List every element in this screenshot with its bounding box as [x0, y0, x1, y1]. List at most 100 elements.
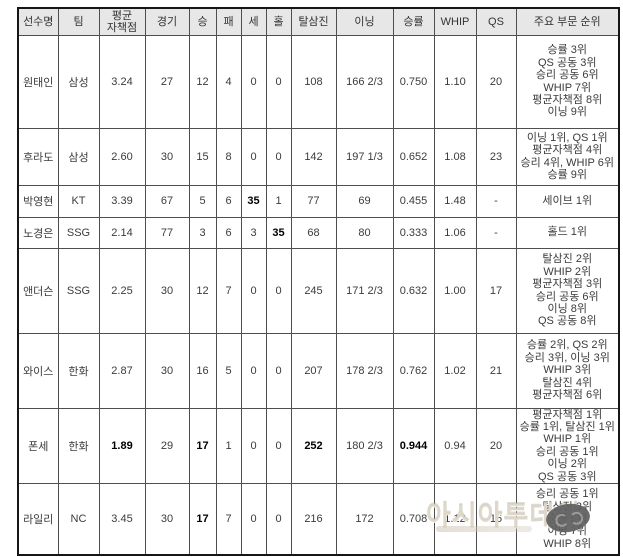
cell-wins: 16 — [188, 332, 217, 409]
cell-win_rate: 0.632 — [392, 247, 435, 334]
column-header-wins: 승 — [188, 7, 217, 36]
ranking-line: 승리 공동 6위 — [535, 290, 599, 303]
cell-innings: 69 — [335, 184, 394, 218]
cell-win_rate: 0.750 — [392, 34, 435, 129]
cell-qs: - — [475, 184, 517, 218]
cell-qs: 16 — [475, 482, 517, 556]
cell-win_rate: 0.708 — [392, 482, 435, 556]
table-row: 박영현 KT 3.39 67 5 6 35 1 77 69 0.455 1.48- 세이브 1위 — [17, 184, 620, 218]
cell-games: 67 — [144, 184, 190, 218]
column-header-games: 경기 — [144, 7, 190, 36]
cell-name: 와이스 — [17, 332, 59, 409]
cell-team: 한화 — [57, 407, 100, 484]
cell-losses: 4 — [215, 34, 242, 129]
cell-saves: 0 — [240, 332, 267, 409]
ranking-line: 승률 2위, QS 2위 — [526, 339, 608, 352]
ranking-line: 홀드 1위 — [547, 226, 588, 239]
cell-holds: 0 — [265, 247, 292, 334]
cell-wins: 17 — [188, 482, 217, 556]
cell-qs: - — [475, 216, 517, 249]
cell-era: 3.45 — [98, 482, 146, 556]
header-row: 선수명 팀 평균 자책점 경기 승 패 세 홀 탈삼진 이닝 승률 WHIP QS 주요 부문 순위 — [17, 7, 620, 36]
cell-team: KT — [57, 184, 100, 218]
cell-strikeouts: 77 — [290, 184, 337, 218]
ranking-line: 평균자책점 4위 — [532, 144, 603, 157]
cell-holds: 0 — [265, 482, 292, 556]
ranking-line: 승률 1위, 탈삼진 1위 — [519, 420, 615, 433]
cell-wins: 3 — [188, 216, 217, 249]
cell-era: 2.60 — [98, 127, 146, 186]
table-row: 앤더슨 SSG 2.25 30 12 7 0 0 245 171 2/3 0.632 1.00 17 탈삼… — [17, 247, 620, 334]
cell-saves: 0 — [240, 482, 267, 556]
cell-losses: 5 — [215, 332, 242, 409]
ranking-line: 승률 9위 — [547, 168, 588, 181]
cell-strikeouts: 142 — [290, 127, 337, 186]
cell-win_rate: 0.333 — [392, 216, 435, 249]
column-header-strikeouts: 탈삼진 — [290, 7, 337, 36]
column-header-team: 팀 — [57, 7, 100, 36]
ranking-line: 탈삼진 3위 — [542, 500, 593, 513]
cell-whip: 1.10 — [433, 34, 477, 129]
ranking-line: 승리 4위, WHIP 6위 — [520, 156, 614, 169]
cell-whip: 1.06 — [433, 216, 477, 249]
cell-innings: 80 — [335, 216, 394, 249]
cell-holds: 0 — [265, 332, 292, 409]
column-header-name: 선수명 — [17, 7, 59, 36]
ranking-line: WHIP 7위 — [543, 81, 592, 94]
cell-saves: 0 — [240, 247, 267, 334]
cell-era: 2.87 — [98, 332, 146, 409]
column-header-losses: 패 — [215, 7, 242, 36]
cell-rankings: 홀드 1위 — [515, 216, 620, 249]
cell-team: 한화 — [57, 332, 100, 409]
cell-wins: 15 — [188, 127, 217, 186]
cell-win_rate: 0.762 — [392, 332, 435, 409]
ranking-line: 승리 3위, 이닝 3위 — [524, 351, 610, 364]
cell-saves: 0 — [240, 407, 267, 484]
cell-qs: 23 — [475, 127, 517, 186]
table-row: 폰세 한화 1.89 29 17 1 0 0 252 180 2/3 0.944 0.94 20 평균자책… — [17, 407, 620, 484]
cell-innings: 166 2/3 — [335, 34, 394, 129]
ranking-line: 세이브 1위 — [542, 194, 593, 207]
ranking-line: 이닝 8위 — [547, 302, 588, 315]
cell-games: 30 — [144, 332, 190, 409]
cell-losses: 7 — [215, 482, 242, 556]
column-header-era: 평균 자책점 — [98, 7, 146, 36]
cell-name: 박영현 — [17, 184, 59, 218]
cell-wins: 12 — [188, 34, 217, 129]
cell-saves: 0 — [240, 34, 267, 129]
cell-rankings: 승률 3위 QS 공동 3위 승리 공동 6위 WHIP 7위 평균자책점 8위 이닝 9… — [515, 34, 620, 129]
cell-innings: 172 — [335, 482, 394, 556]
ranking-line: 평균자책점 1위 — [532, 408, 603, 421]
column-header-qs: QS — [475, 7, 517, 36]
cell-team: SSG — [57, 216, 100, 249]
ranking-line: 승리 공동 6위 — [535, 69, 599, 82]
cell-innings: 197 1/3 — [335, 127, 394, 186]
cell-qs: 17 — [475, 247, 517, 334]
cell-rankings: 승리 공동 1위 탈삼진 3위 승률 5위 이닝 7위 WHIP 8위 — [515, 482, 620, 556]
cell-team: 삼성 — [57, 127, 100, 186]
cell-rankings: 탈삼진 2위 WHIP 2위 평균자책점 3위 승리 공동 6위 이닝 8위 QS 공동 … — [515, 247, 620, 334]
cell-strikeouts: 252 — [290, 407, 337, 484]
ranking-line: 이닝 7위 — [547, 525, 588, 538]
cell-games: 30 — [144, 482, 190, 556]
cell-era: 2.14 — [98, 216, 146, 249]
ranking-line: 평균자책점 8위 — [532, 93, 603, 106]
cell-name: 라일리 — [17, 482, 59, 556]
cell-holds: 0 — [265, 407, 292, 484]
cell-strikeouts: 68 — [290, 216, 337, 249]
cell-saves: 35 — [240, 184, 267, 218]
cell-games: 27 — [144, 34, 190, 129]
cell-whip: 1.00 — [433, 247, 477, 334]
cell-innings: 180 2/3 — [335, 407, 394, 484]
cell-rankings: 승률 2위, QS 2위 승리 3위, 이닝 3위 WHIP 3위 탈삼진 4위 평균자… — [515, 332, 620, 409]
ranking-line: WHIP 8위 — [543, 537, 592, 550]
table-body: 원태인 삼성 3.24 27 12 4 0 0 108 166 2/3 0.750 1.10 20 승률 … — [17, 34, 620, 556]
cell-rankings: 세이브 1위 — [515, 184, 620, 218]
ranking-line: 이닝 1위, QS 1위 — [526, 131, 608, 144]
cell-rankings: 평균자책점 1위 승률 1위, 탈삼진 1위 WHIP 1위 승리 공동 1위 이닝 2… — [515, 407, 620, 484]
cell-era: 3.39 — [98, 184, 146, 218]
cell-wins: 12 — [188, 247, 217, 334]
cell-games: 30 — [144, 127, 190, 186]
ranking-line: QS 공동 8위 — [538, 315, 597, 328]
cell-qs: 20 — [475, 407, 517, 484]
